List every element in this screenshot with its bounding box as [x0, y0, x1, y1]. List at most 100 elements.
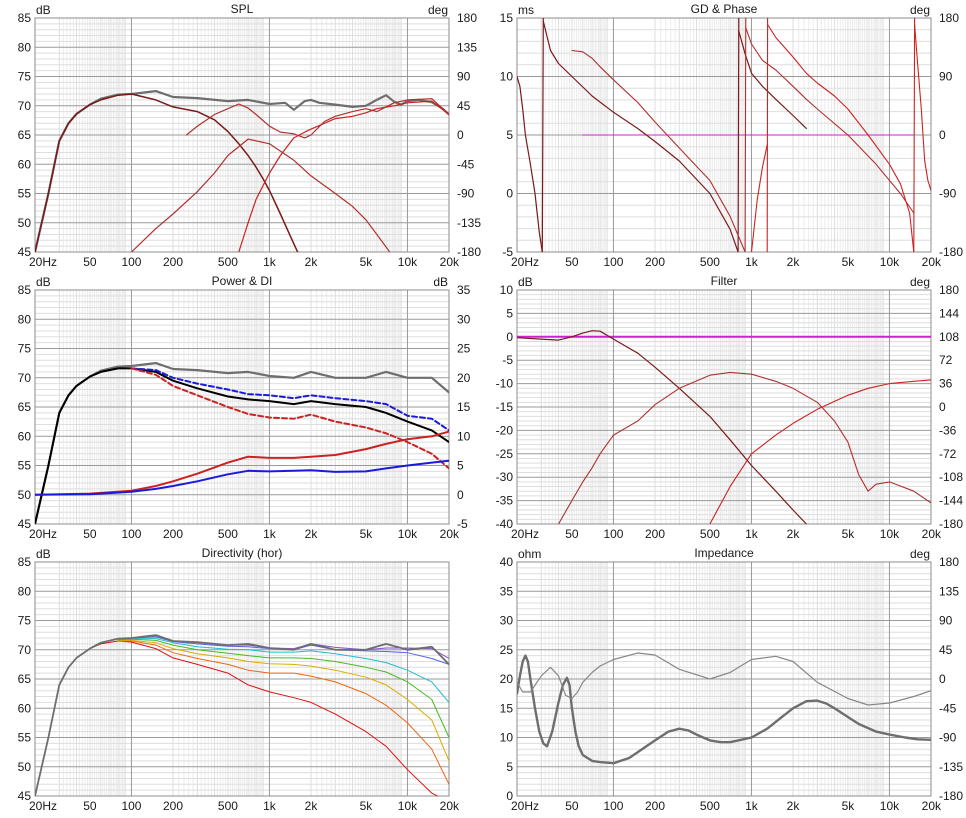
filter-series-3 — [709, 379, 931, 524]
directivity-panel: Directivity (hor) dB 85 80 75 70 65 60 55 50 4520H… — [18, 546, 460, 813]
impedance-ytick-right: 135 — [939, 584, 959, 598]
power-di-xtick: 20k — [440, 527, 460, 541]
gd-phase-xtick: 500 — [700, 255, 720, 269]
filter-xtick: 50 — [565, 527, 579, 541]
spl-panel: SPL dB deg 85 80 75 70 65 60 55 50 45 180 135 90 45 0 -45… — [18, 2, 482, 269]
directivity-xtick: 20k — [440, 799, 460, 813]
filter-ytick-left: -10 — [496, 377, 514, 391]
filter-ytick-left: -15 — [496, 400, 514, 414]
spl-series-3 — [238, 100, 449, 252]
power-di-xtick: 1k — [263, 527, 277, 541]
filter-right-unit: deg — [910, 275, 930, 289]
impedance-ytick-right: 90 — [939, 614, 953, 628]
gd-phase-ytick-left: 5 — [506, 128, 513, 142]
power-di-series-1 — [35, 367, 449, 524]
gd-phase-xtick: 100 — [603, 255, 623, 269]
spl-ytick-right: -135 — [457, 216, 481, 230]
directivity-ytick-left: 70 — [18, 643, 32, 657]
power-di-ytick-left: 75 — [18, 342, 32, 356]
impedance-right-unit: deg — [910, 547, 930, 561]
gd-phase-left-unit: ms — [518, 3, 534, 17]
filter-series-group — [517, 330, 931, 524]
power-di-ytick-left: 70 — [18, 371, 32, 385]
gd-phase-ytick-right: 0 — [939, 128, 946, 142]
power-di-ytick-left: 65 — [18, 400, 32, 414]
filter-xtick: 20k — [922, 527, 942, 541]
impedance-xtick: 20Hz — [511, 799, 539, 813]
spl-xtick: 200 — [163, 255, 183, 269]
filter-ytick-left: -25 — [496, 447, 514, 461]
impedance-ytick-left: 30 — [500, 614, 514, 628]
filter-ytick-right: -36 — [939, 423, 957, 437]
spl-right-unit: deg — [428, 3, 448, 17]
filter-xtick: 2k — [787, 527, 801, 541]
power-di-xtick: 500 — [218, 527, 238, 541]
gd-phase-right-unit: deg — [910, 3, 930, 17]
directivity-series-2 — [117, 639, 449, 762]
impedance-ytick-left: 40 — [500, 555, 514, 569]
directivity-xtick: 100 — [121, 799, 141, 813]
spl-series-2 — [130, 138, 391, 252]
gd-phase-series-5 — [738, 30, 808, 130]
power-di-ytick-right: 20 — [457, 371, 471, 385]
spl-ytick-left: 45 — [18, 245, 32, 259]
filter-left-unit: dB — [518, 275, 533, 289]
impedance-ytick-right: -45 — [939, 701, 957, 715]
filter-ytick-right: 36 — [939, 377, 953, 391]
directivity-ytick-left: 85 — [18, 555, 32, 569]
plot-frame — [34, 289, 450, 525]
filter-ytick-left: -20 — [496, 423, 514, 437]
power-di-series-group — [35, 362, 449, 524]
power-di-ytick-right: -5 — [457, 517, 468, 531]
filter-title: Filter — [711, 274, 738, 288]
impedance-ytick-right: 45 — [939, 643, 953, 657]
power-di-ytick-right: 30 — [457, 312, 471, 326]
filter-ytick-left: -35 — [496, 494, 514, 508]
filter-xtick: 500 — [700, 527, 720, 541]
spl-left-unit: dB — [36, 3, 51, 17]
spl-ytick-left: 75 — [18, 70, 32, 84]
spl-xtick: 2k — [305, 255, 319, 269]
spl-ytick-right: -45 — [457, 157, 475, 171]
impedance-ytick-left: 5 — [506, 760, 513, 774]
spl-series-group — [35, 89, 449, 252]
gd-phase-series-group — [517, 18, 931, 252]
filter-ytick-right: 180 — [939, 283, 959, 297]
impedance-ytick-right: -90 — [939, 731, 957, 745]
gd-phase-series-4 — [737, 18, 740, 252]
filter-ytick-right: -180 — [939, 517, 963, 531]
plot-frame — [516, 289, 932, 525]
gd-phase-title: GD & Phase — [691, 2, 758, 16]
impedance-xtick: 100 — [603, 799, 623, 813]
spl-ytick-left: 70 — [18, 99, 32, 113]
filter-xtick: 10k — [880, 527, 900, 541]
filter-ytick-left: -30 — [496, 470, 514, 484]
filter-ytick-right: -108 — [939, 470, 963, 484]
impedance-xtick: 1k — [745, 799, 759, 813]
filter-series-2 — [557, 371, 931, 524]
gd-phase-xtick: 50 — [565, 255, 579, 269]
directivity-series-4 — [117, 638, 449, 703]
filter-xtick: 200 — [645, 527, 665, 541]
impedance-ytick-left: 10 — [500, 731, 514, 745]
filter-ytick-right: -144 — [939, 494, 963, 508]
directivity-xtick: 2k — [305, 799, 319, 813]
plot-frame — [516, 17, 932, 253]
filter-ytick-left: -40 — [496, 517, 514, 531]
directivity-xtick: 10k — [398, 799, 418, 813]
directivity-left-unit: dB — [36, 547, 51, 561]
spl-xtick: 5k — [360, 255, 374, 269]
power-di-ytick-left: 50 — [18, 488, 32, 502]
spl-xtick: 20k — [440, 255, 460, 269]
spl-ytick-left: 50 — [18, 216, 32, 230]
gd-phase-ytick-right: 90 — [939, 70, 953, 84]
power-di-ytick-left: 85 — [18, 283, 32, 297]
impedance-xtick: 2k — [787, 799, 801, 813]
power-di-xtick: 20Hz — [29, 527, 57, 541]
directivity-xtick: 20Hz — [29, 799, 57, 813]
gd-phase-xtick: 20Hz — [511, 255, 539, 269]
impedance-left-unit: ohm — [518, 547, 541, 561]
power-di-ytick-right: 35 — [457, 283, 471, 297]
